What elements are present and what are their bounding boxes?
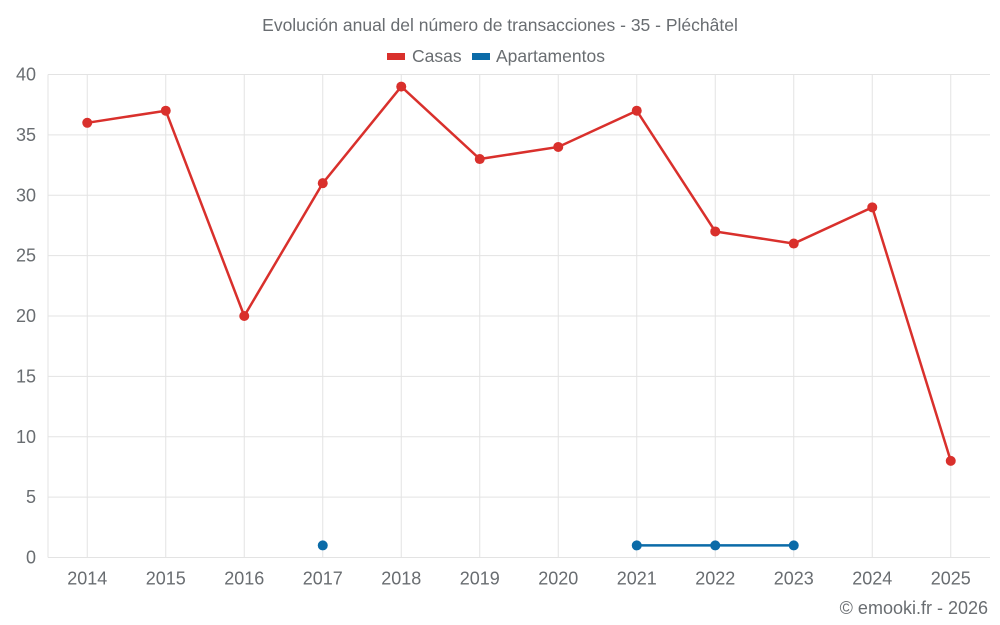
svg-text:2021: 2021	[617, 569, 657, 589]
svg-text:2020: 2020	[538, 569, 578, 589]
svg-text:25: 25	[16, 246, 36, 266]
svg-text:30: 30	[16, 185, 36, 205]
svg-text:2016: 2016	[224, 569, 264, 589]
svg-text:2014: 2014	[67, 569, 107, 589]
svg-text:5: 5	[26, 487, 36, 507]
svg-text:20: 20	[16, 306, 36, 326]
svg-text:35: 35	[16, 125, 36, 145]
svg-text:2024: 2024	[852, 569, 892, 589]
svg-text:10: 10	[16, 427, 36, 447]
svg-text:0: 0	[26, 548, 36, 568]
svg-text:15: 15	[16, 366, 36, 386]
svg-text:2025: 2025	[931, 569, 971, 589]
svg-text:40: 40	[16, 65, 36, 85]
svg-text:2015: 2015	[146, 569, 186, 589]
svg-text:2019: 2019	[460, 569, 500, 589]
svg-text:2023: 2023	[774, 569, 814, 589]
svg-text:2022: 2022	[695, 569, 735, 589]
svg-text:2018: 2018	[381, 569, 421, 589]
svg-text:2017: 2017	[303, 569, 343, 589]
